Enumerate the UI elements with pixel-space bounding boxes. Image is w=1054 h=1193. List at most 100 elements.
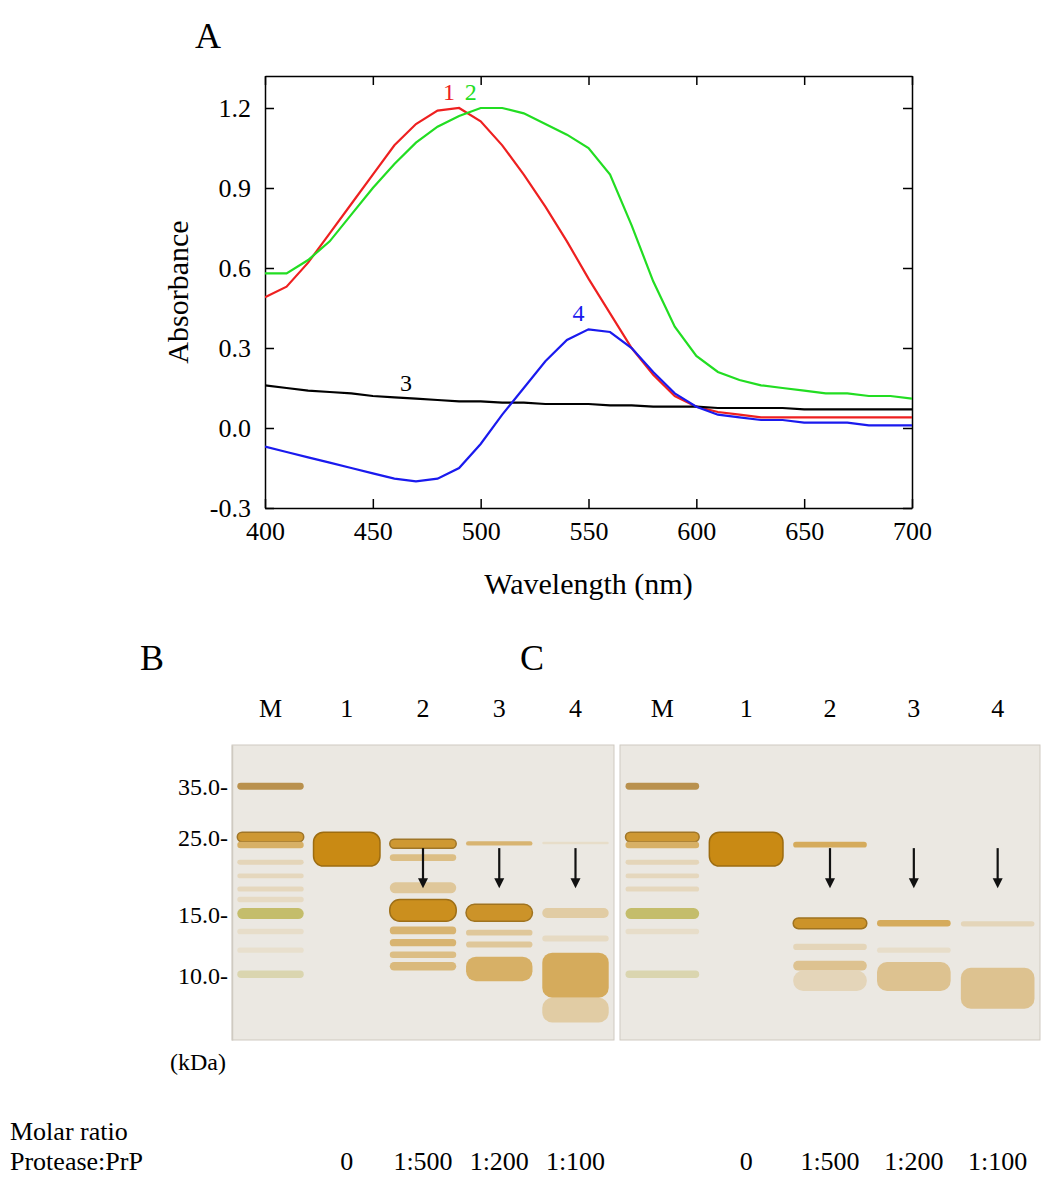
tick-mark: [265, 268, 274, 270]
tick-mark: [804, 499, 806, 508]
tick: -0.3: [210, 494, 274, 523]
arrow-shaft: [913, 848, 915, 880]
band: [793, 944, 867, 950]
tick-mark: [804, 76, 806, 85]
ratio-label: 1:500: [393, 1147, 452, 1176]
tick: [373, 76, 374, 85]
arrow-shaft: [997, 848, 999, 880]
tick-label: 15.0-: [178, 902, 228, 928]
tick-mark: [373, 76, 375, 85]
panel: 35.0-25.0-15.0-10.0-(kDa)M123401:5001:20…: [10, 638, 614, 1176]
tick-label: 1.2: [219, 94, 252, 123]
tick: [903, 508, 912, 509]
axis: 400450500550600650700: [246, 499, 932, 546]
band: [877, 962, 951, 991]
tick-label: 35.0-: [178, 774, 228, 800]
band: [626, 842, 700, 848]
tick: 0.0: [219, 414, 275, 443]
band: [793, 842, 867, 848]
lane-label: 1: [340, 694, 353, 723]
tick: [589, 76, 590, 85]
axis-line: [265, 77, 267, 509]
band: [314, 832, 380, 866]
tick-mark: [903, 508, 912, 510]
band: [626, 860, 700, 865]
band: [237, 897, 303, 902]
tick-mark: [696, 499, 698, 508]
band: [626, 971, 700, 979]
tick-mark: [903, 428, 912, 430]
ratio-label: 1:200: [470, 1147, 529, 1176]
tick-mark: [480, 499, 482, 508]
axis-line: [232, 746, 234, 1041]
ratio-label: 0: [740, 1147, 753, 1176]
band: [793, 961, 867, 971]
tick-label: 0.6: [219, 254, 252, 283]
band: [877, 948, 951, 953]
tick: 0.6: [219, 254, 275, 283]
panel-letter: B: [140, 638, 164, 678]
tick-mark: [903, 188, 912, 190]
tick: [804, 76, 805, 85]
tick-mark: [903, 348, 912, 350]
tick: [696, 76, 697, 85]
arrow-head: [418, 878, 428, 888]
tick: [903, 348, 912, 349]
band: [237, 874, 303, 879]
band: [237, 929, 303, 935]
tick: 500: [462, 499, 501, 546]
tick-label: 0.0: [219, 414, 252, 443]
band: [390, 839, 456, 848]
tick-label: -0.3: [210, 494, 251, 523]
band: [466, 904, 532, 921]
band: [626, 929, 700, 935]
band: [466, 941, 532, 947]
axis: [903, 77, 913, 509]
arrow-head: [825, 878, 835, 888]
gel-area: [237, 783, 608, 1023]
axis-line: [912, 77, 914, 509]
tick-mark: [480, 76, 482, 85]
lane-label: M: [651, 694, 674, 723]
tick-mark: [265, 508, 274, 510]
tick: [903, 108, 912, 109]
tick: [903, 428, 912, 429]
y-axis-title: Absorbance: [161, 220, 194, 363]
arrow-shaft: [574, 848, 576, 880]
lane-label: M: [259, 694, 282, 723]
y-axis-title: (kDa): [170, 1049, 226, 1075]
band: [961, 921, 1035, 926]
band: [237, 908, 303, 919]
curve-label: 3: [400, 370, 412, 396]
band: [237, 783, 303, 790]
band: [709, 832, 783, 866]
axis: 35.0-25.0-15.0-10.0-: [178, 746, 233, 1041]
tick-label: 0.3: [219, 334, 252, 363]
tick-mark: [903, 268, 912, 270]
panel: M123401:5001:2001:100C: [520, 638, 1040, 1176]
tick: 15.0-: [178, 902, 232, 928]
band: [237, 832, 303, 842]
spectrum-line: [265, 108, 912, 399]
tick-label: 500: [462, 517, 501, 546]
lane-label: 3: [907, 694, 920, 723]
band: [626, 886, 700, 891]
plot-area: [265, 108, 912, 481]
lane-label: 3: [493, 694, 506, 723]
tick: 35.0-: [178, 774, 232, 800]
panel-letter: A: [195, 16, 221, 56]
tick-mark: [265, 348, 274, 350]
arrow-shaft: [422, 848, 424, 880]
tick: 650: [785, 499, 824, 546]
arrow-head: [570, 878, 580, 888]
tick-mark: [696, 76, 698, 85]
tick: 10.0-: [178, 963, 232, 989]
arrow: [993, 848, 1003, 888]
arrow-head: [909, 878, 919, 888]
band: [542, 908, 608, 918]
axis: [266, 76, 913, 85]
tick: 450: [354, 499, 393, 546]
arrow-shaft: [829, 848, 831, 880]
band: [542, 998, 608, 1023]
ratio-label: 1:100: [968, 1147, 1027, 1176]
